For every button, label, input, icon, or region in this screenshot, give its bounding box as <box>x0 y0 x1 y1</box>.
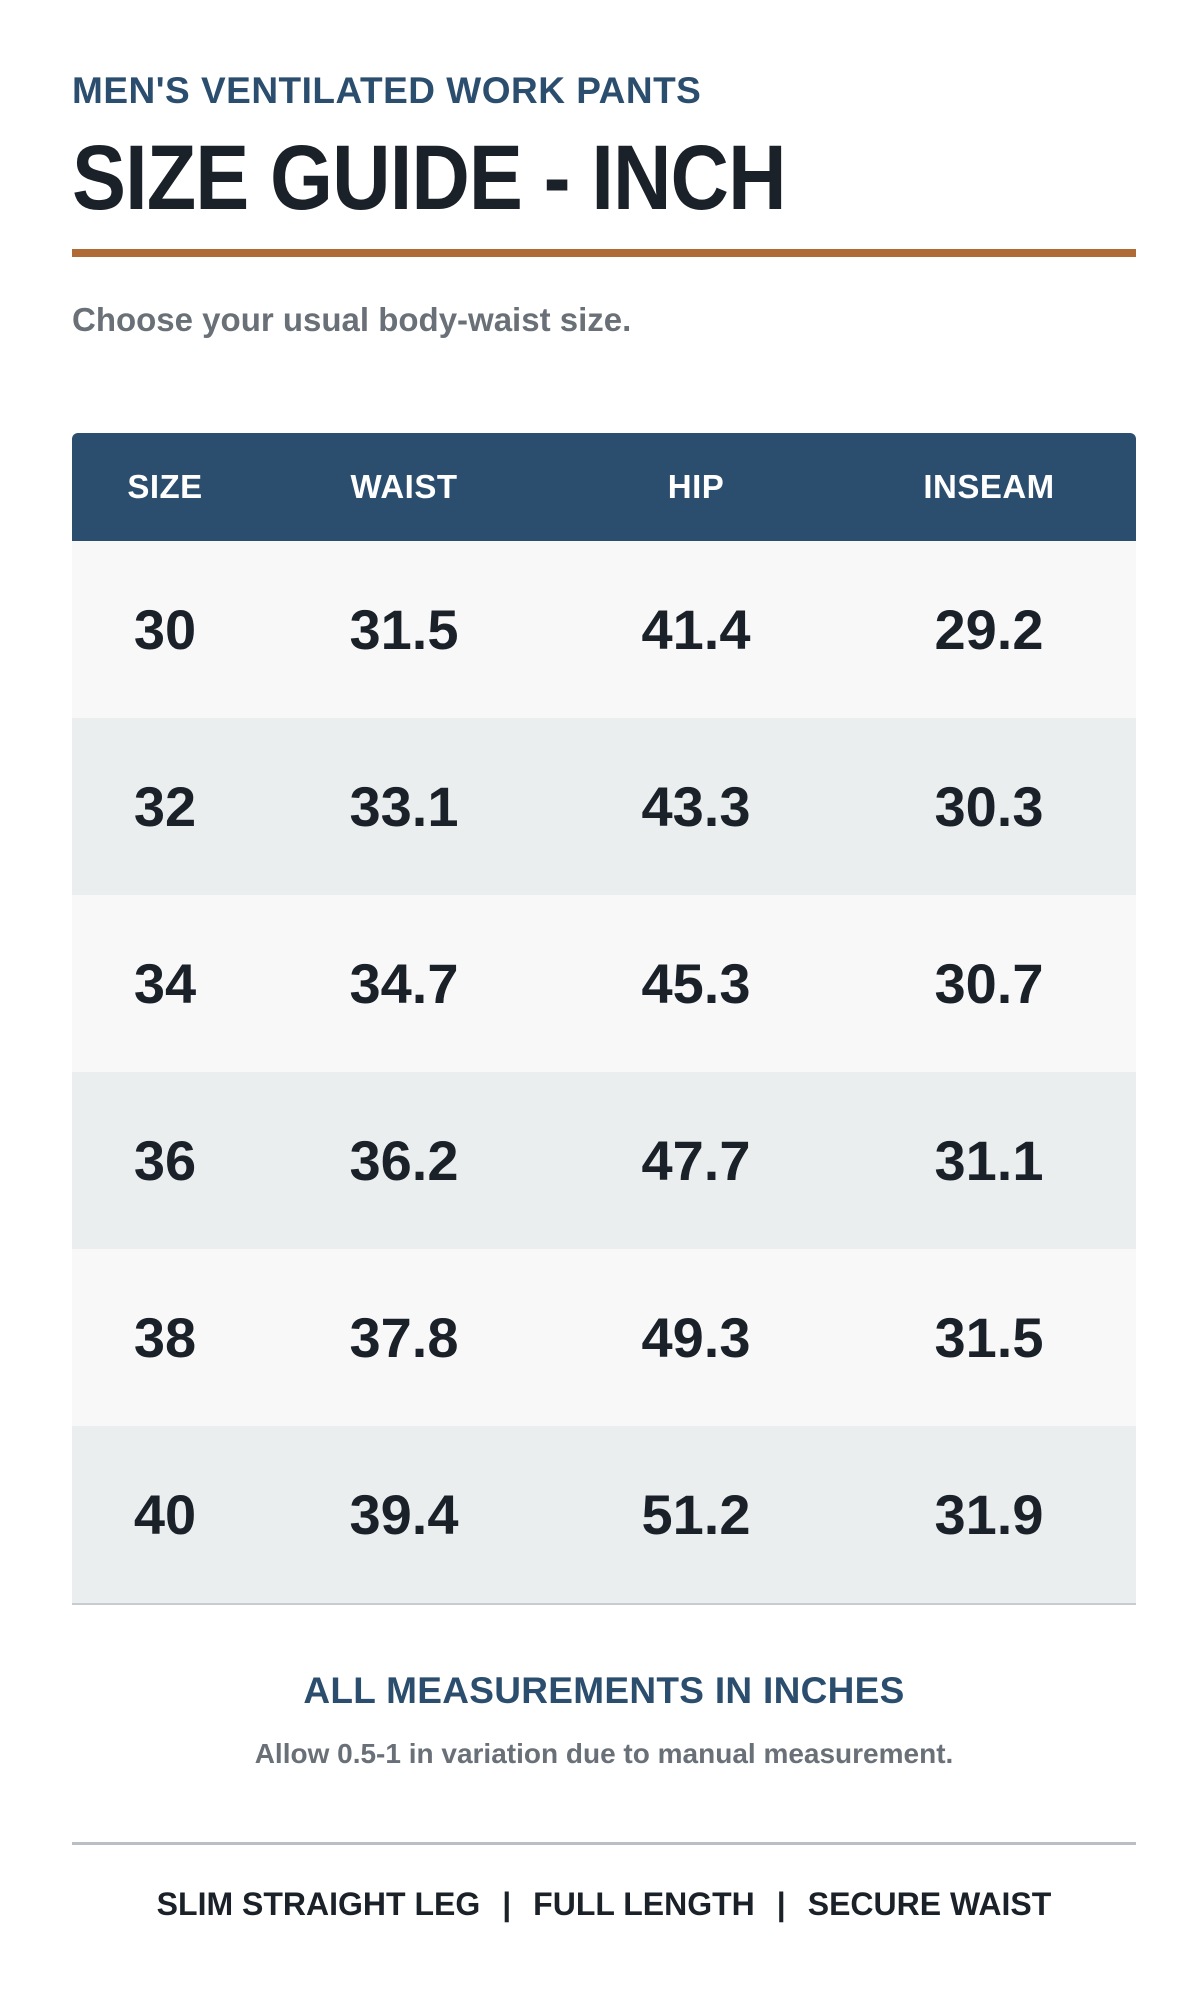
cell-hip: 49.3 <box>641 1306 751 1369</box>
page-title: SIZE GUIDE - INCH <box>72 127 787 229</box>
table-header-row: SIZE WAIST HIP INSEAM <box>72 433 1136 541</box>
column-header-inseam: INSEAM <box>923 468 1055 505</box>
cell-inseam: 29.2 <box>934 598 1044 661</box>
cell-hip: 45.3 <box>641 952 751 1015</box>
size-table: SIZE WAIST HIP INSEAM 30 31.5 41.4 29.2 … <box>72 433 1136 1605</box>
product-name: MEN'S VENTILATED WORK PANTS <box>72 70 702 111</box>
column-header-waist: WAIST <box>350 468 458 505</box>
title-underline <box>72 249 1136 257</box>
cell-inseam: 31.1 <box>934 1129 1044 1192</box>
cell-inseam: 30.7 <box>934 952 1044 1015</box>
table-bottom-border <box>72 1603 1136 1605</box>
column-header-size: SIZE <box>127 468 203 505</box>
cell-hip: 43.3 <box>641 775 751 838</box>
feature-item: FULL LENGTH <box>533 1886 755 1922</box>
table-row: 34 34.7 45.3 30.7 <box>72 895 1136 1072</box>
table-row: 36 36.2 47.7 31.1 <box>72 1072 1136 1249</box>
cell-inseam: 31.9 <box>934 1483 1044 1546</box>
cell-hip: 41.4 <box>641 598 751 661</box>
table-row: 32 33.1 43.3 30.3 <box>72 718 1136 895</box>
cell-inseam: 31.5 <box>934 1306 1044 1369</box>
feature-list: SLIM STRAIGHT LEG | FULL LENGTH | SECURE… <box>72 1886 1136 1923</box>
cell-waist: 37.8 <box>349 1306 459 1369</box>
table-row: 38 37.8 49.3 31.5 <box>72 1249 1136 1426</box>
table-row: 30 31.5 41.4 29.2 <box>72 541 1136 718</box>
cell-waist: 39.4 <box>349 1483 459 1546</box>
cell-size: 36 <box>133 1129 197 1192</box>
feature-separator: | <box>502 1886 512 1922</box>
cell-size: 34 <box>133 952 197 1015</box>
cell-hip: 51.2 <box>641 1483 751 1546</box>
page-subtitle: Choose your usual body-waist size. <box>72 301 632 338</box>
feature-item: SECURE WAIST <box>807 1886 1052 1922</box>
feature-item: SLIM STRAIGHT LEG <box>156 1886 481 1922</box>
cell-size: 40 <box>133 1483 197 1546</box>
cell-inseam: 30.3 <box>934 775 1044 838</box>
cell-size: 30 <box>133 598 197 661</box>
cell-waist: 36.2 <box>349 1129 459 1192</box>
column-header-hip: HIP <box>667 468 725 505</box>
cell-hip: 47.7 <box>641 1129 751 1192</box>
cell-waist: 33.1 <box>349 775 459 838</box>
table-row: 40 39.4 51.2 31.9 <box>72 1426 1136 1603</box>
feature-separator: | <box>776 1886 786 1922</box>
cell-waist: 34.7 <box>349 952 459 1015</box>
cell-size: 32 <box>133 775 197 838</box>
units-heading: ALL MEASUREMENTS IN INCHES <box>303 1670 905 1711</box>
cell-waist: 31.5 <box>349 598 459 661</box>
cell-size: 38 <box>133 1306 197 1369</box>
variation-note: Allow 0.5-1 in variation due to manual m… <box>254 1738 954 1769</box>
footer-divider <box>72 1842 1136 1845</box>
